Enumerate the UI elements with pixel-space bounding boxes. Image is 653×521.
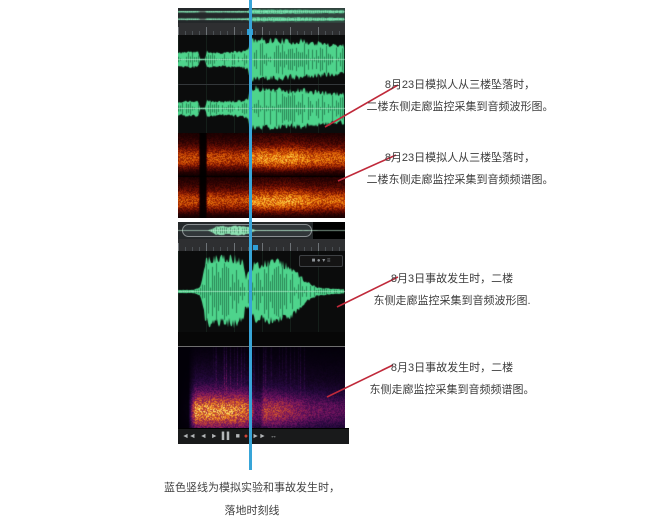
play-icon[interactable]: ► [210,433,218,440]
annotation-2: 8月23日模拟人从三楼坠落时， 二楼东侧走廊监控采集到音频频谱图。 [352,147,568,191]
acc-overview-waveform[interactable] [178,223,345,238]
acc-playhead-marker[interactable] [253,245,258,250]
annotation-4-line-2: 东侧走廊监控采集到音频频谱图。 [369,384,535,396]
impact-time-line[interactable] [249,0,252,470]
acc-spectrogram-canvas[interactable] [178,347,345,428]
annotation-3: 8月3日事故发生时，二楼 东侧走廊监控采集到音频波形图. [344,268,560,312]
sim-spectrogram-canvas[interactable] [178,133,345,218]
figure-caption: 蓝色竖线为模拟实验和事故发生时， 落地时刻线 [142,477,362,521]
caption-line-2: 落地时刻线 [224,505,280,517]
annotation-2-line-2: 二楼东侧走廊监控采集到音频频谱图。 [366,174,554,186]
pause-icon[interactable]: ▌▌ [221,433,232,440]
sim-channel-divider [178,84,345,85]
zoom-navigate-widget[interactable]: ■ ● ▾ ≡ [299,255,343,267]
stop-icon[interactable]: ■ [235,433,240,440]
sim-overview-waveform[interactable] [178,8,345,23]
sim-overview-selection[interactable] [249,8,345,23]
zoom-widget-icons[interactable]: ■ ● ▾ ≡ [311,258,331,264]
annotation-1-line-2: 二楼东侧走廊监控采集到音频波形图。 [366,101,554,113]
step-back-icon[interactable]: ◄ [199,433,207,440]
transport-toolbar: ◄◄ ◄ ► ▌▌ ■ ● ►► ↔ [178,428,349,444]
annotation-4: 8月3日事故发生时，二楼 东侧走廊监控采集到音频频谱图。 [344,357,560,401]
annotation-1-line-1: 8月23日模拟人从三楼坠落时， [384,79,536,91]
skip-to-start-icon[interactable]: ◄◄ [182,433,196,440]
annotation-3-line-1: 8月3日事故发生时，二楼 [390,273,514,285]
caption-line-1: 蓝色竖线为模拟实验和事故发生时， [164,482,340,494]
record-icon[interactable]: ● [243,433,249,440]
annotation-4-line-1: 8月3日事故发生时，二楼 [390,362,514,374]
sim-timeline-ruler[interactable] [178,23,345,36]
annotation-3-line-2: 东侧走廊监控采集到音频波形图. [373,295,531,307]
acc-timeline-ruler[interactable] [178,239,345,252]
annotation-1: 8月23日模拟人从三楼坠落时， 二楼东侧走廊监控采集到音频波形图。 [352,74,568,118]
skip-to-end-icon[interactable]: ►► [252,433,266,440]
acc-spectrogram-header [178,332,345,347]
annotation-2-line-1: 8月23日模拟人从三楼坠落时， [384,152,536,164]
loop-icon[interactable]: ↔ [269,433,277,440]
